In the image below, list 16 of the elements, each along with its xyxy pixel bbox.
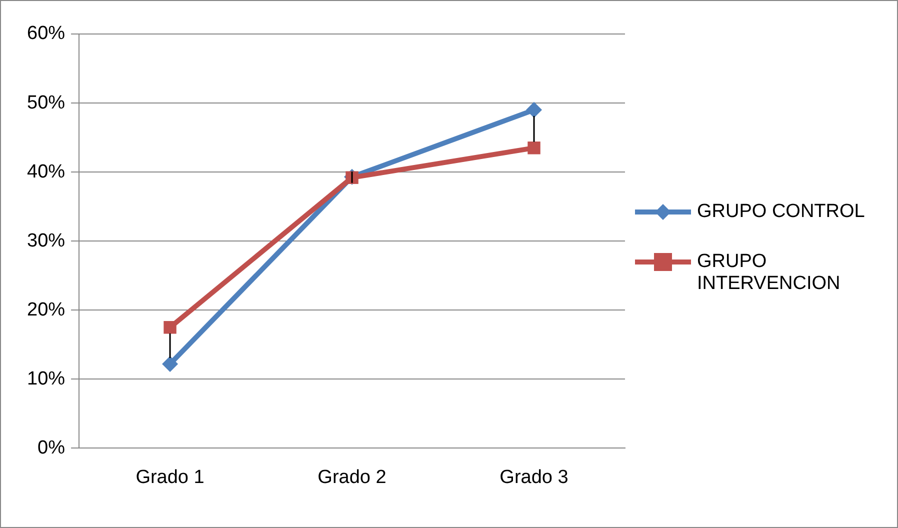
point xyxy=(526,102,542,118)
legend-label: GRUPO CONTROL xyxy=(697,201,865,223)
point xyxy=(164,321,176,334)
y-tick-label: 50% xyxy=(26,92,66,114)
x-tick-label: Grado 3 xyxy=(500,466,568,488)
y-tick-label: 30% xyxy=(26,230,66,252)
y-tick-label: 20% xyxy=(26,299,66,320)
x-tick-label: Grado 2 xyxy=(318,466,386,488)
y-tick-label: 40% xyxy=(26,161,66,182)
x-tick-label: Grado 1 xyxy=(136,466,204,488)
point xyxy=(162,356,178,372)
point xyxy=(528,142,540,154)
y-tick-label: 10% xyxy=(26,368,66,390)
y-tick-label: 60% xyxy=(26,23,66,44)
y-tick-label: 0% xyxy=(38,437,66,458)
legend-label: GRUPO INTERVENCION xyxy=(697,251,842,295)
